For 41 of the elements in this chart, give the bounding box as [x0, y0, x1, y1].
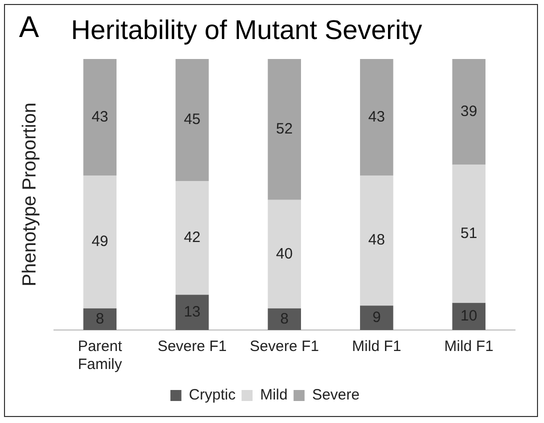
data-label: 10: [460, 308, 478, 325]
data-label: 52: [276, 120, 293, 138]
data-label: 8: [96, 310, 104, 328]
bar: [360, 176, 394, 306]
legend-label: Severe: [312, 386, 360, 404]
x-tick-label: Mild F1: [444, 338, 494, 356]
data-label: 8: [280, 310, 289, 328]
x-tick-label: Mild F1: [352, 338, 402, 356]
bar: [176, 180, 209, 295]
text: A: [19, 11, 40, 45]
data-label: 9: [372, 308, 381, 326]
bar: [176, 294, 209, 330]
data-label: 39: [460, 102, 478, 120]
bar: [452, 59, 486, 165]
bar: [452, 164, 486, 303]
data-label: 13: [184, 304, 201, 321]
data-label: 42: [184, 229, 201, 246]
data-label: 43: [368, 108, 385, 126]
bar: [268, 308, 302, 330]
data-label: 49: [92, 233, 108, 250]
data-label: 51: [460, 224, 478, 242]
x-tick-label: Severe F1: [250, 338, 319, 356]
bar: [360, 306, 394, 330]
bar: [452, 302, 486, 330]
bar: [268, 200, 302, 308]
bar: [268, 59, 302, 200]
x-tick-label: Parent Family: [78, 338, 123, 374]
data-label: 45: [184, 111, 201, 128]
bar: [83, 176, 117, 308]
legend-label: Cryptic: [188, 386, 236, 404]
bar: [176, 59, 209, 181]
data-label: 40: [276, 245, 293, 262]
x-tick-label: Severe F1: [158, 338, 227, 356]
bar: [83, 59, 117, 176]
data-label: 43: [92, 108, 108, 126]
data-label: 48: [368, 232, 385, 249]
bar: [360, 59, 394, 176]
legend-label: Mild: [260, 386, 288, 404]
chart-title: Heritability of Mutant Severity: [71, 15, 422, 46]
y-axis-title: Phenotype Proportion: [20, 102, 41, 286]
bar: [83, 308, 117, 330]
